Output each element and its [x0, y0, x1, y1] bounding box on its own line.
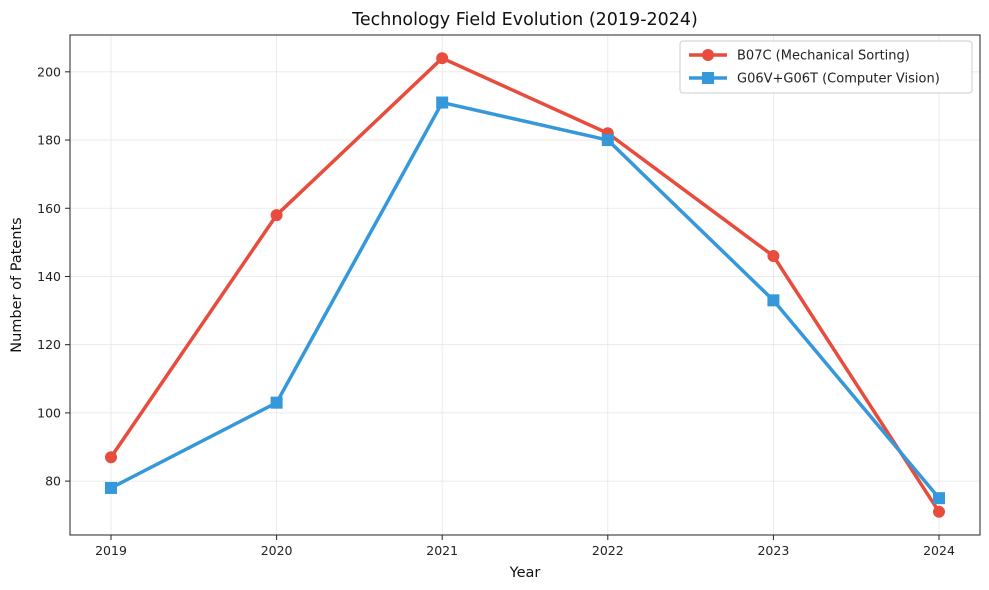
- x-tick-label: 2023: [757, 543, 789, 558]
- legend-label: B07C (Mechanical Sorting): [737, 49, 910, 64]
- x-tick-label: 2021: [426, 543, 458, 558]
- data-point: [271, 209, 283, 221]
- y-tick-label: 180: [37, 133, 61, 148]
- x-tick-label: 2020: [261, 543, 293, 558]
- data-point: [767, 250, 779, 262]
- grid-lines: [70, 35, 980, 535]
- data-point: [436, 97, 448, 109]
- y-tick-label: 140: [37, 269, 61, 284]
- x-tick-label: 2024: [923, 543, 955, 558]
- y-tick-label: 100: [37, 405, 61, 420]
- y-tick-label: 120: [37, 337, 61, 352]
- legend: B07C (Mechanical Sorting) G06V+G06T (Comp…: [680, 41, 972, 93]
- data-point: [271, 397, 283, 409]
- plot-area-frame: [70, 35, 980, 535]
- y-axis: 80 100 120 140 160 180 200: [37, 64, 70, 488]
- data-point: [602, 134, 614, 146]
- series-line: [111, 103, 939, 499]
- data-point: [105, 482, 117, 494]
- data-point: [933, 506, 945, 518]
- x-axis: 2019 2020 2021 2022 2023 2024: [95, 535, 955, 558]
- x-tick-label: 2019: [95, 543, 127, 558]
- data-point: [767, 294, 779, 306]
- y-tick-label: 80: [45, 474, 61, 489]
- series-line: [111, 58, 939, 512]
- legend-label: G06V+G06T (Computer Vision): [737, 72, 940, 87]
- legend-marker: [702, 49, 714, 61]
- y-tick-label: 160: [37, 201, 61, 216]
- data-point: [933, 492, 945, 504]
- series-layer: [105, 52, 945, 518]
- data-point: [105, 451, 117, 463]
- series-2: [105, 97, 945, 505]
- chart-title: Technology Field Evolution (2019-2024): [351, 10, 698, 30]
- y-tick-label: 200: [37, 64, 61, 79]
- legend-marker: [702, 72, 714, 84]
- x-axis-title: Year: [509, 565, 541, 581]
- x-tick-label: 2022: [592, 543, 624, 558]
- data-point: [436, 52, 448, 64]
- y-axis-title: Number of Patents: [9, 217, 25, 352]
